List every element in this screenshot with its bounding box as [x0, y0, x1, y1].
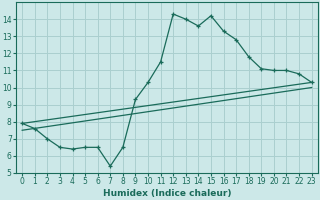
- X-axis label: Humidex (Indice chaleur): Humidex (Indice chaleur): [103, 189, 231, 198]
